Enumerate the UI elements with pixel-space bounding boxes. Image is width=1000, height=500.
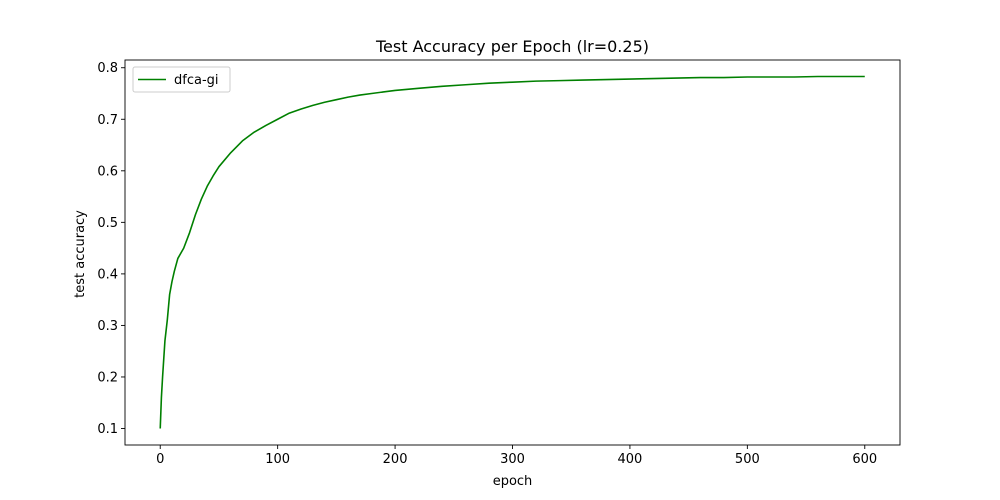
chart-title: Test Accuracy per Epoch (lr=0.25) [375, 37, 649, 56]
y-tick-label: 0.1 [97, 422, 118, 437]
plot-area: 0 100 200 300 400 500 600 0.1 0.2 0.3 0.4 0.5 0.6 0.7… [97, 59, 901, 467]
x-tick-label: 600 [852, 452, 877, 467]
series-line-0 [159, 75, 865, 429]
y-tick-label: 0.7 [97, 113, 118, 128]
x-tick-label: 400 [618, 452, 643, 467]
legend-box [132, 66, 231, 93]
y-tick-label: 0.4 [97, 267, 118, 282]
y-axis-label: test accuracy [73, 210, 88, 298]
x-tick-label: 200 [383, 452, 408, 467]
x-axis-label: epoch [493, 474, 533, 489]
y-tick-label: 0.6 [97, 164, 118, 179]
legend: dfca-gi [132, 66, 231, 93]
y-tick-label: 0.5 [97, 216, 118, 231]
x-tick-label: 100 [265, 452, 290, 467]
y-tick-label: 0.2 [97, 370, 118, 385]
x-tick-label: 0 [156, 452, 164, 467]
y-tick-label: 0.8 [97, 61, 118, 76]
x-tick-label: 500 [735, 452, 760, 467]
legend-label: dfca-gi [174, 73, 219, 88]
x-tick-label: 300 [500, 452, 525, 467]
y-tick-label: 0.3 [97, 319, 118, 334]
